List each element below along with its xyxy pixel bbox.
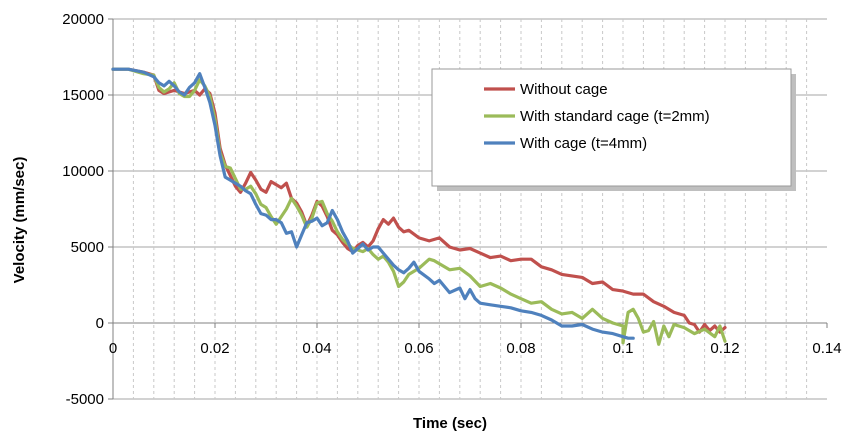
y-axis-title: Velocity (mm/sec) — [11, 157, 28, 284]
y-tick-label: 15000 — [62, 87, 104, 104]
x-tick-label: 0.14 — [812, 340, 841, 357]
y-tick-label: 5000 — [71, 239, 104, 256]
y-tick-label: -5000 — [66, 391, 104, 408]
x-tick-label: 0.08 — [506, 340, 535, 357]
legend-box — [431, 68, 792, 187]
data-series — [111, 67, 727, 346]
y-tick-label: 0 — [96, 315, 104, 332]
x-tick-label: 0 — [109, 340, 117, 357]
x-tick-label: 0.1 — [613, 340, 634, 357]
y-tick-label: 20000 — [62, 11, 104, 28]
x-tick-label: 0.06 — [404, 340, 433, 357]
x-tick-label: 0.02 — [200, 340, 229, 357]
axes — [112, 19, 827, 399]
y-tick-labels: 20000 15000 10000 5000 0 -5000 — [62, 11, 104, 408]
y-tick-label: 10000 — [62, 163, 104, 180]
x-tick-labels: 0 0.02 0.04 0.06 0.08 0.1 0.12 0.14 — [109, 323, 842, 357]
x-axis-title: Time (sec) — [413, 415, 487, 432]
x-tick-label: 0.04 — [302, 340, 331, 357]
legend-label: With standard cage (t=2mm) — [520, 108, 710, 125]
series-line-with-cage-t-4mm — [111, 67, 635, 340]
legend-label: Without cage — [520, 81, 608, 98]
chart-legend: Without cage With standard cage (t=2mm) Wi… — [431, 68, 796, 191]
x-tick-label: 0.12 — [710, 340, 739, 357]
legend-label: With cage (t=4mm) — [520, 135, 647, 152]
